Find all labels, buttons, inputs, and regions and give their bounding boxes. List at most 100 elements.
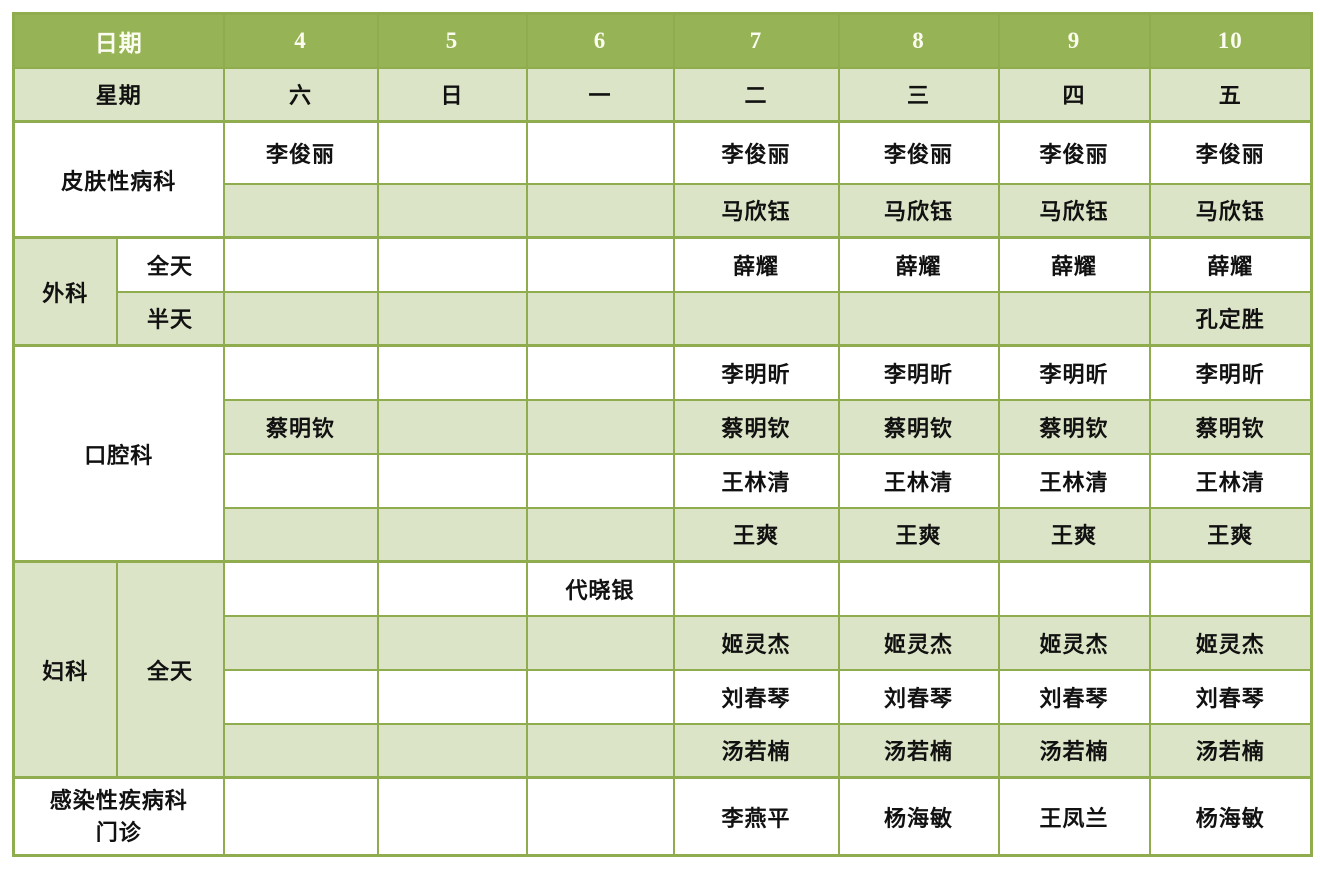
schedule-cell: 刘春琴 [672,668,840,725]
schedule-cell: 汤若楠 [997,722,1151,779]
date-cell: 4 [222,12,379,69]
schedule-cell: 姬灵杰 [672,614,840,671]
schedule-cell: 刘春琴 [837,668,1000,725]
dental-row-1: 口腔科 李明昕 李明昕 李明昕 李明昕 [12,344,1313,563]
schedule-cell [525,506,675,563]
schedule-cell: 李明昕 [1148,344,1313,401]
schedule-cell: 汤若楠 [672,722,840,779]
schedule-cell: 王爽 [837,506,1000,563]
schedule-cell: 蔡明钦 [222,398,379,455]
dept-surgery-label: 外科 [12,236,118,347]
schedule-cell [222,614,379,671]
gynecology-row-1: 妇科 全天 代晓银 [12,560,1313,779]
schedule-cell: 李明昕 [837,344,1000,401]
schedule-cell [1148,560,1313,617]
schedule-cell: 王爽 [672,506,840,563]
surgery-full-day-label: 全天 [115,236,225,293]
schedule-cell [222,506,379,563]
schedule-cell [376,344,528,401]
weekday-cell: 三 [837,66,1000,123]
schedule-cell [222,290,379,347]
date-cell: 5 [376,12,528,69]
schedule-cell: 王爽 [997,506,1151,563]
schedule-cell [222,722,379,779]
schedule-cell [376,614,528,671]
schedule-cell: 薛耀 [837,236,1000,293]
schedule-cell [376,120,528,185]
date-cell: 6 [525,12,675,69]
schedule-cell [376,182,528,239]
schedule-cell: 王爽 [1148,506,1313,563]
schedule-cell: 薛耀 [672,236,840,293]
schedule-cell: 杨海敏 [837,776,1000,857]
dermatology-row-1: 皮肤性病科 李俊丽 李俊丽 李俊丽 李俊丽 李俊丽 [12,120,1313,239]
schedule-cell [376,776,528,857]
schedule-cell: 李俊丽 [837,120,1000,185]
schedule-cell: 马欣钰 [1148,182,1313,239]
schedule-cell [376,236,528,293]
schedule-cell: 刘春琴 [1148,668,1313,725]
gynecology-row-3: 刘春琴 刘春琴 刘春琴 刘春琴 [14,668,1313,725]
schedule-cell [672,290,840,347]
schedule-cell: 马欣钰 [672,182,840,239]
schedule-cell: 王林清 [1148,452,1313,509]
schedule-cell [222,560,379,617]
gynecology-full-day-label: 全天 [115,560,225,779]
schedule-cell: 李俊丽 [222,120,379,185]
weekday-cell: 六 [222,66,379,123]
schedule-cell: 蔡明钦 [1148,398,1313,455]
weekday-cell: 一 [525,66,675,123]
surgery-full-day-row: 外科 全天 薛耀 薛耀 薛耀 薛耀 [12,236,1313,347]
duty-schedule-table: 日期 4 5 6 7 8 9 10 星期 六 日 一 二 三 四 五 皮肤性病科… [12,12,1313,857]
schedule-cell [525,722,675,779]
schedule-cell [525,452,675,509]
dept-gynecology-label: 妇科 [12,560,118,779]
schedule-cell [222,236,379,293]
schedule-cell [525,182,675,239]
schedule-cell [525,398,675,455]
schedule-cell: 蔡明钦 [672,398,840,455]
schedule-cell [376,722,528,779]
weekday-header-row: 星期 六 日 一 二 三 四 五 [12,66,1313,123]
schedule-cell [997,290,1151,347]
weekday-cell: 四 [997,66,1151,123]
date-header-label: 日期 [12,12,225,69]
schedule-cell: 李燕平 [672,776,840,857]
schedule-cell: 王凤兰 [997,776,1151,857]
schedule-cell [222,452,379,509]
weekday-cell: 日 [376,66,528,123]
schedule-cell: 李俊丽 [672,120,840,185]
weekday-header-label: 星期 [12,66,225,123]
schedule-cell [525,120,675,185]
dept-dental-label: 口腔科 [12,344,225,563]
schedule-cell: 王林清 [672,452,840,509]
schedule-cell [222,776,379,857]
weekday-cell: 五 [1148,66,1313,123]
schedule-cell [376,668,528,725]
schedule-cell: 汤若楠 [837,722,1000,779]
schedule-cell [525,614,675,671]
surgery-half-day-label: 半天 [115,290,225,347]
gynecology-row-4: 汤若楠 汤若楠 汤若楠 汤若楠 [13,722,1313,779]
gynecology-row-2: 姬灵杰 姬灵杰 姬灵杰 姬灵杰 [14,614,1313,671]
schedule-cell: 姬灵杰 [1148,614,1313,671]
schedule-cell: 蔡明钦 [997,398,1151,455]
schedule-cell: 蔡明钦 [837,398,1000,455]
schedule-cell [525,290,675,347]
schedule-cell: 代晓银 [525,560,675,617]
schedule-cell [672,560,840,617]
schedule-cell: 李明昕 [672,344,840,401]
schedule-cell: 姬灵杰 [837,614,1000,671]
schedule-cell [525,236,675,293]
schedule-cell [525,776,675,857]
schedule-cell [222,668,379,725]
date-cell: 8 [837,12,1000,69]
dept-dermatology-label: 皮肤性病科 [12,120,225,239]
schedule-cell: 李明昕 [997,344,1151,401]
dental-row-4: 王爽 王爽 王爽 王爽 [13,506,1313,563]
schedule-cell [837,290,1000,347]
schedule-cell: 姬灵杰 [997,614,1151,671]
date-cell: 7 [672,12,840,69]
schedule-cell [376,560,528,617]
date-cell: 10 [1148,12,1313,69]
